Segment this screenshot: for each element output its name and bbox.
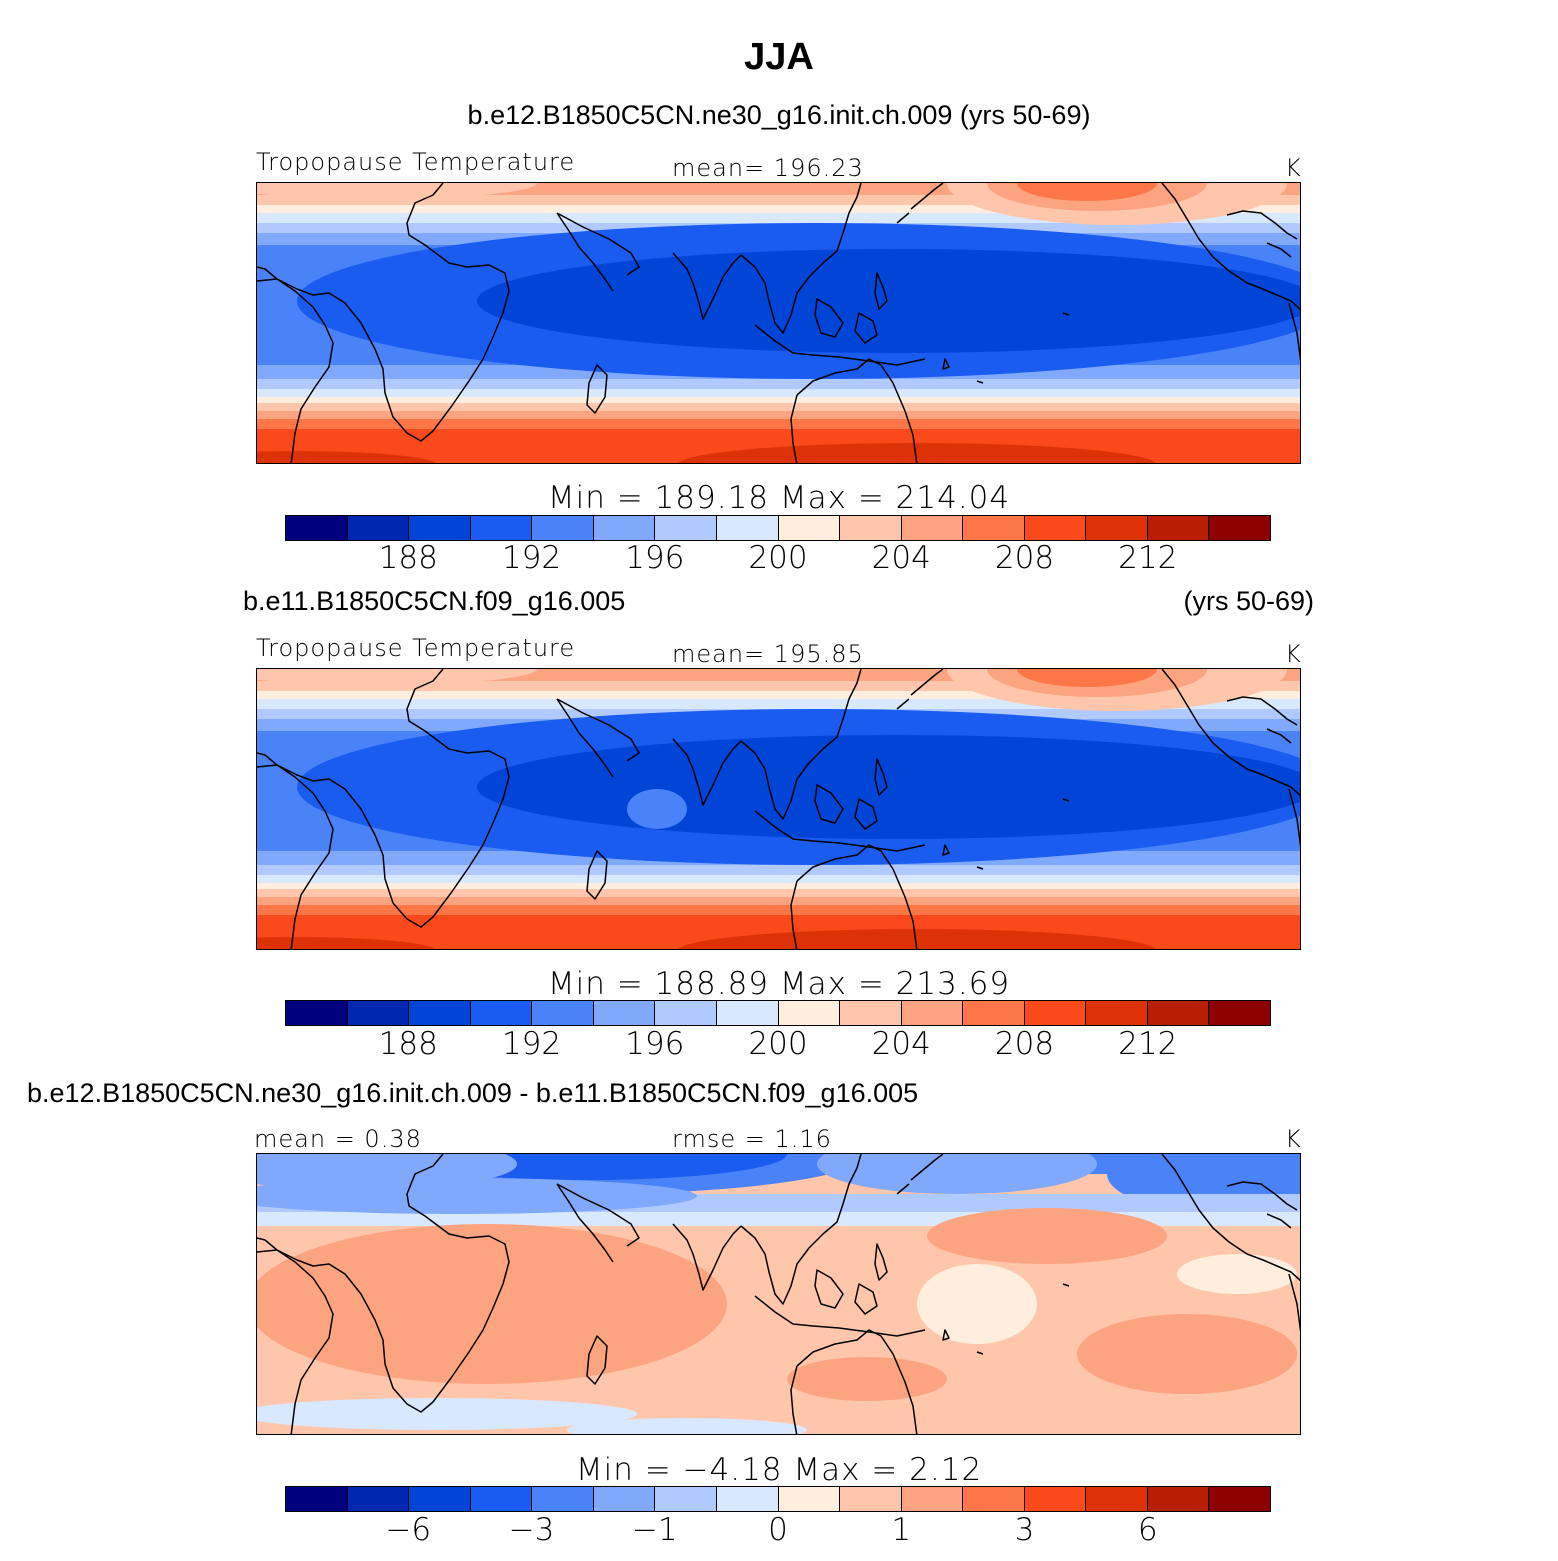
colorbar-cell [1024, 516, 1087, 540]
colorbar-cell [1147, 1001, 1210, 1025]
colorbar-cell [286, 516, 348, 540]
colorbar-cell [655, 516, 717, 540]
colorbar-tick-label: 6 [1137, 1512, 1158, 1548]
colorbar-cell [532, 1487, 594, 1511]
colorbar-tick-label: 192 [501, 540, 562, 576]
colorbar-cell [963, 516, 1025, 540]
colorbar-cell [409, 1487, 471, 1511]
colorbar-cell [1209, 1001, 1270, 1025]
colorbar-tick-label: 196 [625, 540, 685, 576]
panel3-mean-label: mean = 0.38 [254, 1125, 422, 1153]
colorbar-cell [655, 1487, 717, 1511]
colorbar-cell [1147, 516, 1210, 540]
colorbar-tick-label: 208 [994, 540, 1055, 576]
colorbar-tick-label: −6 [385, 1512, 432, 1548]
colorbar-cell [470, 1487, 533, 1511]
colorbar-cell [347, 516, 410, 540]
colorbar-tick-label: 212 [1118, 1026, 1178, 1062]
colorbar-cell [778, 1001, 841, 1025]
colorbar-tick-label: 204 [871, 1026, 931, 1062]
colorbar-cell [286, 1001, 348, 1025]
panel3-map [256, 1153, 1301, 1435]
colorbar-cell [963, 1001, 1025, 1025]
panel1-unit-label: K [1285, 154, 1302, 182]
colorbar-tick-label: −3 [508, 1512, 555, 1548]
colorbar-tick-label: 212 [1118, 540, 1178, 576]
colorbar-cell [1024, 1487, 1087, 1511]
colorbar-cell [470, 516, 533, 540]
colorbar-cell [1209, 516, 1270, 540]
colorbar-tick-label: −1 [631, 1512, 678, 1548]
colorbar-cell [1086, 516, 1148, 540]
colorbar-tick-label: 0 [768, 1512, 788, 1548]
colorbar-cell [286, 1487, 348, 1511]
panel3-unit-label: K [1285, 1125, 1302, 1153]
colorbar-cell [778, 516, 841, 540]
panel3-min-max: Min = −4.18 Max = 2.12 [575, 1452, 983, 1488]
panel2-colorbar [285, 1000, 1271, 1026]
panel2-case-years: (yrs 50-69) [1183, 586, 1314, 616]
colorbar-cell [347, 1487, 410, 1511]
colorbar-cell [593, 1001, 656, 1025]
panel3-rmse-label: rmse = 1.16 [672, 1125, 832, 1153]
panel1-case-title: b.e12.B1850C5CN.ne30_g16.init.ch.009 (yr… [467, 100, 1091, 130]
panel1-variable-label: Tropopause Temperature [256, 148, 576, 176]
colorbar-cell [409, 1001, 471, 1025]
colorbar-cell [1209, 1487, 1270, 1511]
panel3-case-title: b.e12.B1850C5CN.ne30_g16.init.ch.009 - b… [27, 1078, 919, 1108]
colorbar-tick-label: 1 [891, 1512, 912, 1548]
colorbar-cell [470, 1001, 533, 1025]
panel2-variable-label: Tropopause Temperature [256, 634, 576, 662]
colorbar-cell [778, 1487, 841, 1511]
colorbar-tick-label: 204 [871, 540, 931, 576]
panel3-colorbar [285, 1486, 1271, 1512]
colorbar-cell [840, 516, 902, 540]
colorbar-cell [593, 1487, 656, 1511]
panel2-map [256, 668, 1301, 950]
panel1-map [256, 182, 1301, 464]
colorbar-cell [901, 1487, 964, 1511]
colorbar-cell [532, 1001, 594, 1025]
colorbar-cell [716, 1487, 779, 1511]
colorbar-tick-label: 200 [748, 1026, 808, 1062]
colorbar-cell [532, 516, 594, 540]
colorbar-cell [1024, 1001, 1087, 1025]
panel2-mean-label: mean= 195.85 [672, 640, 864, 668]
colorbar-cell [593, 516, 656, 540]
colorbar-cell [963, 1487, 1025, 1511]
colorbar-tick-label: 192 [501, 1026, 562, 1062]
panel1-min-max: Min = 189.18 Max = 214.04 [547, 480, 1011, 516]
colorbar-cell [409, 516, 471, 540]
panel2-case-title: b.e11.B1850C5CN.f09_g16.005 [243, 586, 626, 616]
panel2-min-max: Min = 188.89 Max = 213.69 [547, 966, 1011, 1002]
colorbar-cell [840, 1487, 902, 1511]
colorbar-cell [1147, 1487, 1210, 1511]
colorbar-tick-label: 196 [625, 1026, 685, 1062]
colorbar-tick-label: 3 [1014, 1512, 1035, 1548]
colorbar-cell [901, 1001, 964, 1025]
colorbar-cell [716, 1001, 779, 1025]
colorbar-cell [901, 516, 964, 540]
page-title: JJA [744, 36, 814, 78]
colorbar-tick-label: 188 [378, 540, 438, 576]
colorbar-cell [1086, 1001, 1148, 1025]
colorbar-tick-label: 208 [994, 1026, 1055, 1062]
colorbar-cell [1086, 1487, 1148, 1511]
panel2-unit-label: K [1285, 640, 1302, 668]
colorbar-cell [347, 1001, 410, 1025]
colorbar-tick-label: 200 [748, 540, 808, 576]
colorbar-cell [840, 1001, 902, 1025]
panel1-mean-label: mean= 196.23 [672, 154, 864, 182]
colorbar-tick-label: 188 [378, 1026, 438, 1062]
colorbar-cell [716, 516, 779, 540]
colorbar-cell [655, 1001, 717, 1025]
panel1-colorbar [285, 515, 1271, 541]
